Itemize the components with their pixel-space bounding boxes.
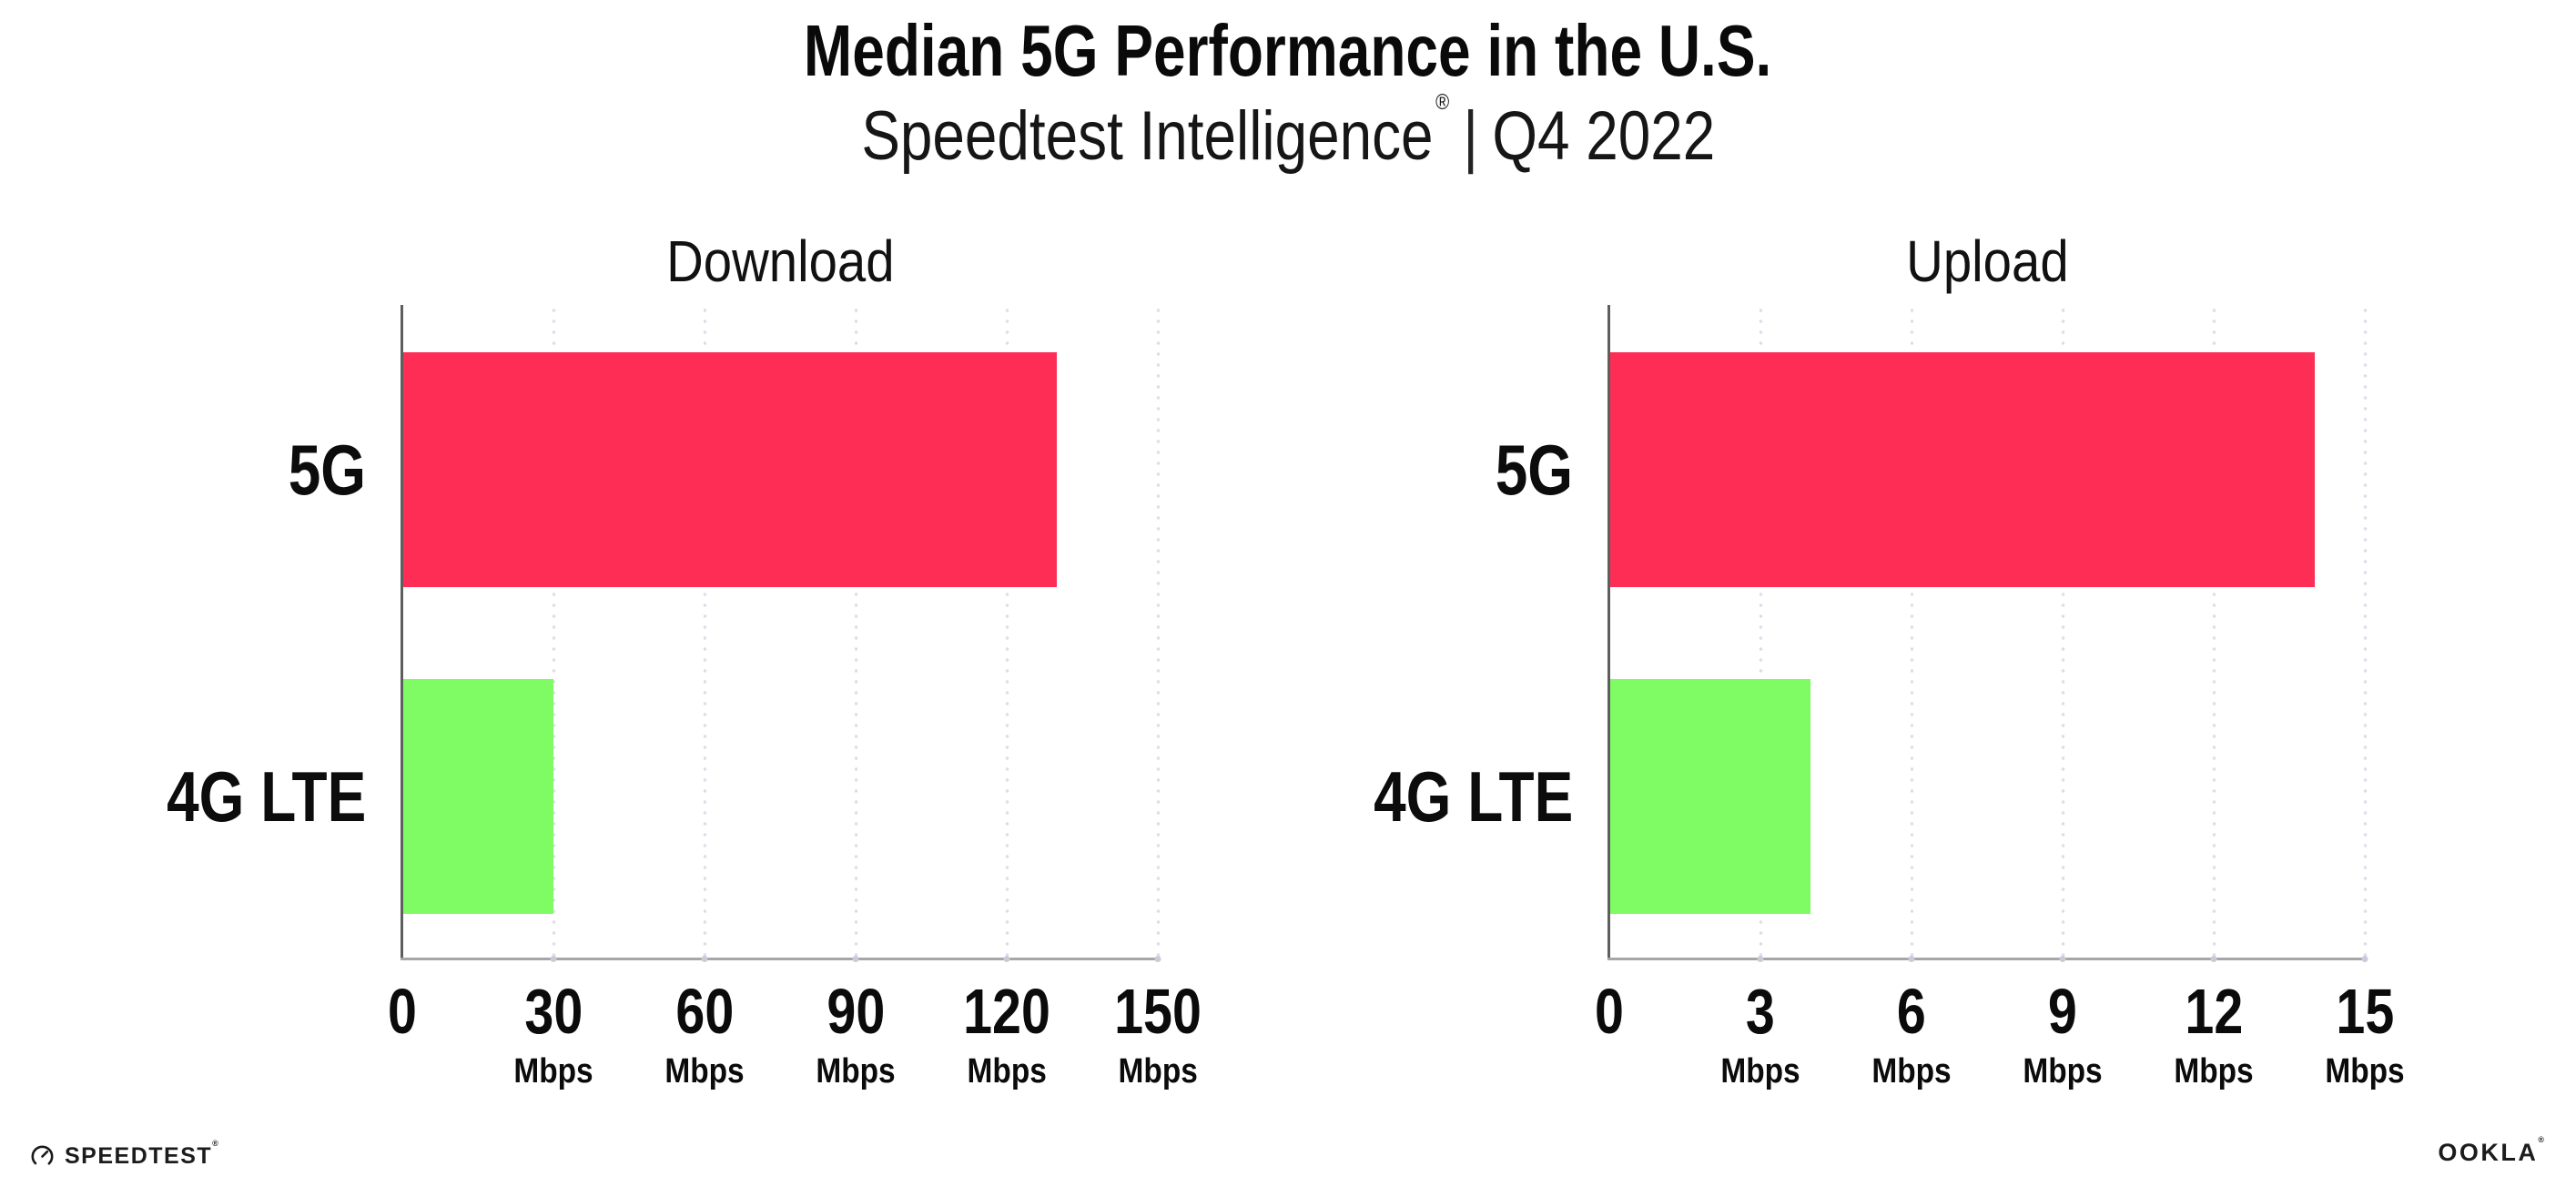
speedtest-registered-icon: ®: [212, 1139, 218, 1149]
x-tick-unit: Mbps: [2174, 1052, 2254, 1090]
x-tick-label: 9 Mbps: [2017, 979, 2107, 1089]
category-label: 5G: [1495, 430, 1573, 510]
subtitle-divider: |: [1463, 97, 1478, 175]
x-tick-label: 12 Mbps: [2168, 979, 2258, 1089]
x-tick-unit: Mbps: [513, 1052, 593, 1090]
bar-4g-lte: [402, 679, 553, 914]
gridline: [551, 305, 556, 958]
category-label: 5G: [288, 430, 366, 510]
speedtest-logo: SPEEDTEST®: [30, 1135, 218, 1177]
x-tick-unit: Mbps: [1871, 1052, 1952, 1090]
download-chart-title: Download: [665, 228, 895, 294]
bar-5g: [402, 352, 1058, 587]
upload-plot-area: 0 3 Mbps 6 Mbps 9 Mbps 12 Mbps 15 Mbps 5G 4G LTE: [1374, 305, 2405, 1089]
x-tick-unit: Mbps: [1720, 1052, 1800, 1090]
gridline: [1909, 305, 1914, 958]
gridline: [1155, 305, 1161, 958]
bar-4g-lte: [1609, 679, 1811, 914]
x-tick-label: 15 Mbps: [2319, 979, 2409, 1089]
page-title-text: Median 5G Performance in the U.S.: [804, 10, 1772, 91]
x-tick-label: 90 Mbps: [810, 979, 900, 1089]
download-plot-area: 0 30 Mbps 60 Mbps 90 Mbps 120 Mbps 150 Mbps 5G 4G LT…: [167, 305, 1202, 1089]
x-tick-unit: Mbps: [1118, 1052, 1198, 1090]
speedtest-gauge-icon: [31, 1145, 54, 1167]
gridline: [2362, 305, 2368, 958]
upload-chart-title: Upload: [1905, 228, 2069, 294]
x-tick-unit: Mbps: [664, 1052, 745, 1090]
subtitle-brand: Speedtest Intelligence: [861, 97, 1434, 175]
gridline: [1758, 305, 1763, 958]
x-tick-unit: Mbps: [2023, 1052, 2103, 1090]
ookla-wordmark: OOKLA: [2438, 1139, 2539, 1166]
download-chart: Download 0 30 Mbps 60 Mbps 90 Mbps 120 Mbps 150 Mb…: [167, 232, 1202, 1089]
x-tick-label: 60 Mbps: [659, 979, 749, 1089]
gridline: [702, 305, 707, 958]
upload-chart: Upload 0 3 Mbps 6 Mbps 9 Mbps 12 Mbps 15 Mbps 5G 4G …: [1374, 232, 2405, 1089]
speedtest-wordmark: SPEEDTEST®: [65, 1139, 218, 1169]
category-label: 4G LTE: [1373, 756, 1573, 837]
x-tick-label: 0: [388, 976, 417, 1047]
subtitle-period: Q4 2022: [1492, 97, 1715, 175]
x-tick-label: 0: [1595, 976, 1624, 1047]
page-title: Median 5G Performance in the U.S.: [0, 13, 2576, 89]
ookla-logo: OOKLA®: [2438, 1136, 2544, 1166]
ookla-registered-icon: ®: [2538, 1135, 2544, 1144]
gridline: [1004, 305, 1009, 958]
x-tick-unit: Mbps: [2325, 1052, 2405, 1090]
gridline: [853, 305, 858, 958]
x-tick-label: 3 Mbps: [1715, 979, 1805, 1089]
x-tick-label: 30 Mbps: [508, 979, 598, 1089]
registered-mark-icon: ®: [1435, 89, 1449, 115]
x-tick-label: 150 Mbps: [1105, 979, 1212, 1089]
bar-5g: [1609, 352, 2315, 587]
category-label: 4G LTE: [166, 756, 366, 837]
gridline: [2211, 305, 2216, 958]
x-tick-unit: Mbps: [967, 1052, 1047, 1090]
x-tick-label: 6 Mbps: [1866, 979, 1956, 1089]
x-tick-unit: Mbps: [816, 1052, 896, 1090]
page-subtitle: Speedtest Intelligence ® | Q4 2022: [0, 90, 2576, 175]
x-tick-label: 120 Mbps: [954, 979, 1060, 1089]
gridline: [2060, 305, 2065, 958]
